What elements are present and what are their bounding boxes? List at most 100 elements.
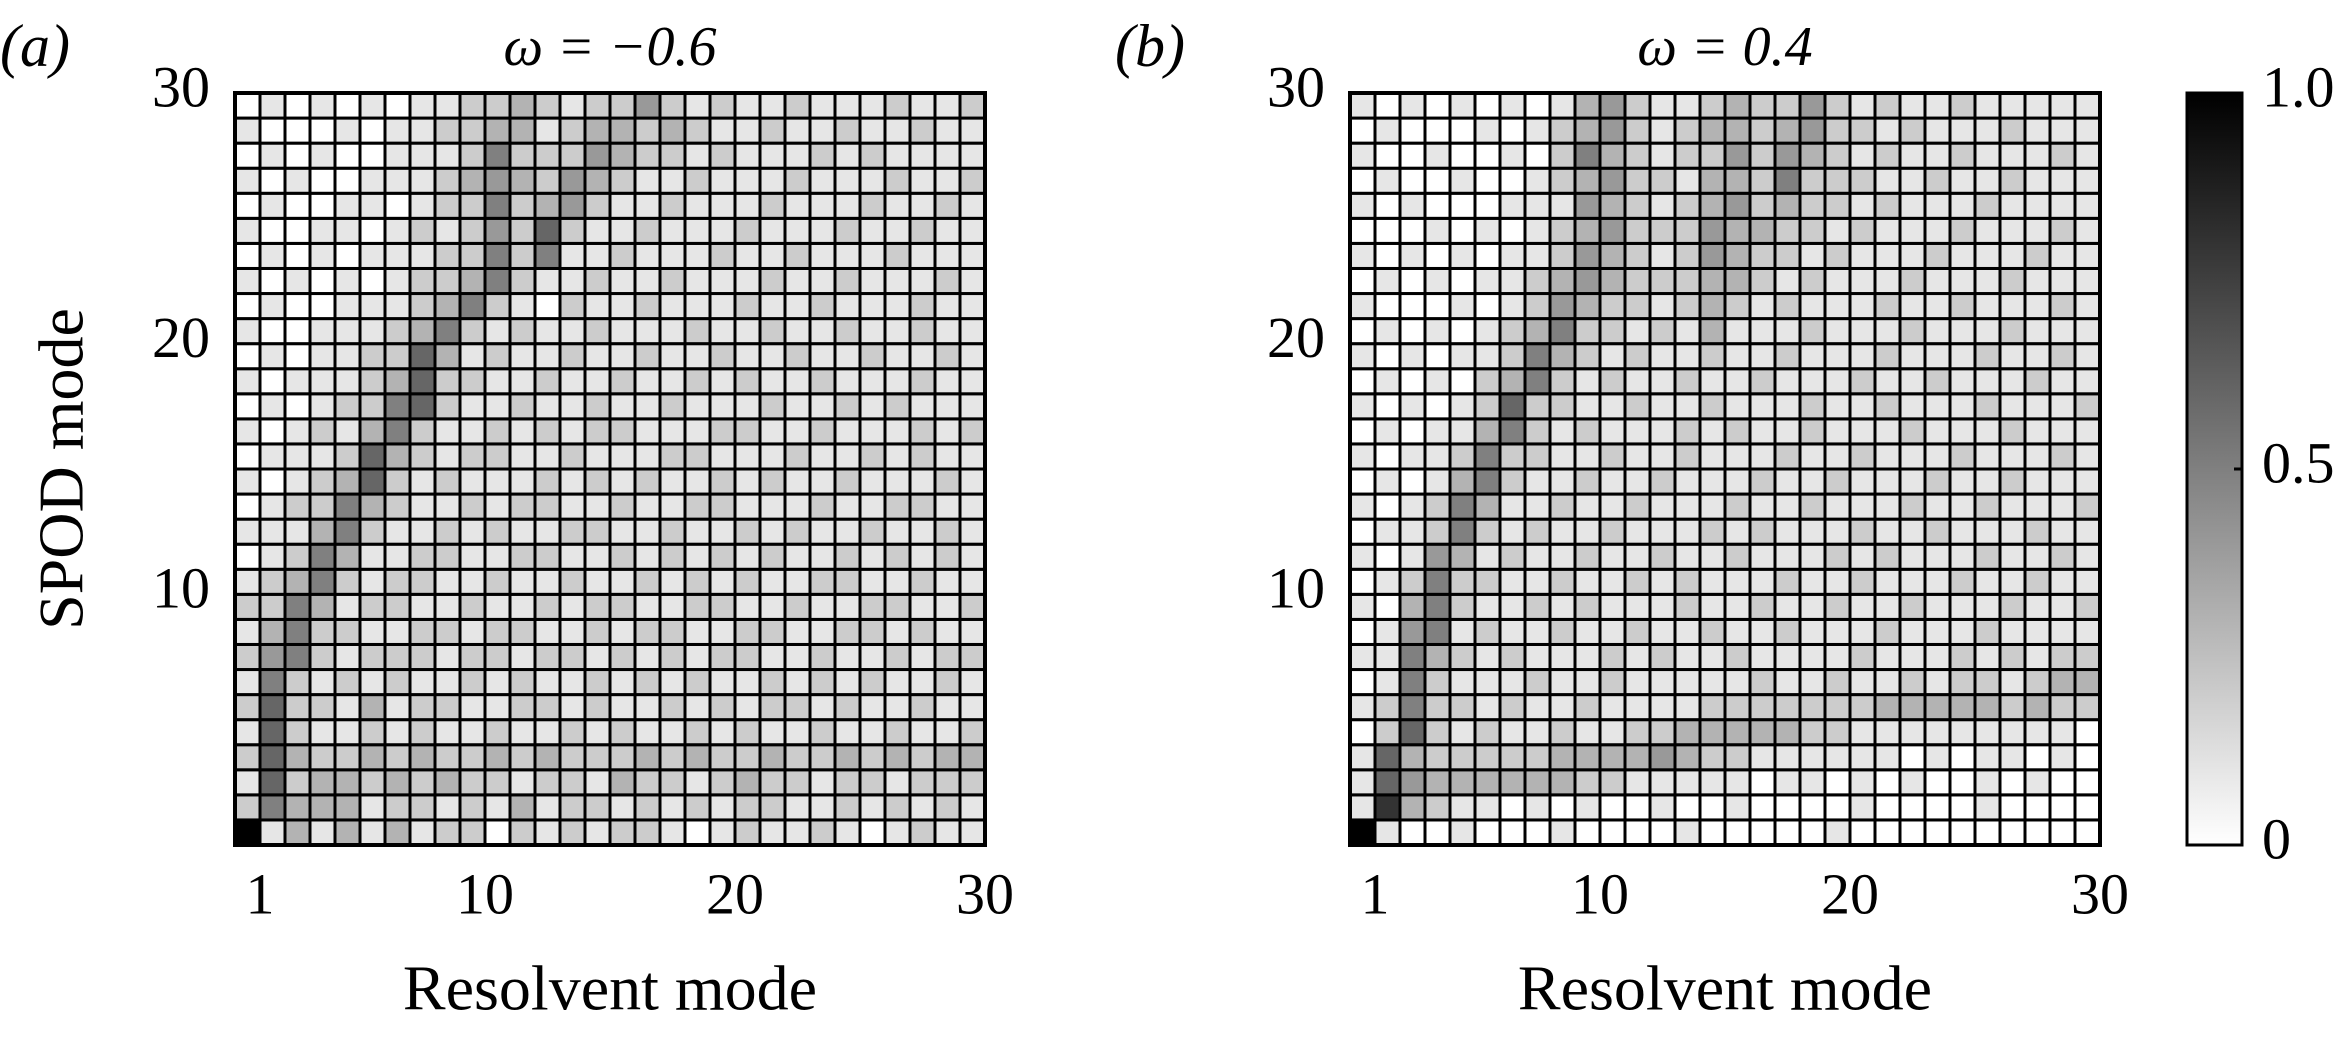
heatmap-cell xyxy=(808,91,837,120)
heatmap-cell xyxy=(258,492,287,521)
heatmap-cell xyxy=(1548,191,1577,220)
heatmap-cell xyxy=(533,241,562,270)
heatmap-cell xyxy=(233,191,262,220)
heatmap-cell xyxy=(1423,292,1452,321)
heatmap-cell xyxy=(1848,517,1877,546)
heatmap-cell xyxy=(508,292,537,321)
heatmap-cell xyxy=(508,592,537,621)
heatmap-cell xyxy=(1623,592,1652,621)
heatmap-cell xyxy=(458,542,487,571)
heatmap-cell xyxy=(1423,517,1452,546)
heatmap-cell xyxy=(1423,492,1452,521)
heatmap-cell xyxy=(1573,216,1602,245)
heatmap-cell xyxy=(1548,116,1577,145)
heatmap-cell xyxy=(608,693,637,722)
heatmap-cell xyxy=(733,693,762,722)
heatmap-cell xyxy=(458,367,487,396)
heatmap-cell xyxy=(1698,718,1727,747)
heatmap-cell xyxy=(508,768,537,797)
heatmap-cell xyxy=(1648,793,1677,822)
heatmap-cell xyxy=(1598,191,1627,220)
heatmap-cell xyxy=(2073,216,2102,245)
heatmap-cell xyxy=(1398,592,1427,621)
heatmap-cell xyxy=(958,492,987,521)
heatmap-cell xyxy=(433,592,462,621)
heatmap-cell xyxy=(608,116,637,145)
heatmap-cell xyxy=(1573,718,1602,747)
heatmap-cell xyxy=(1823,91,1852,120)
heatmap-cell xyxy=(608,617,637,646)
heatmap-cell xyxy=(408,793,437,822)
heatmap-cell xyxy=(1973,191,2002,220)
heatmap-cell xyxy=(908,442,937,471)
heatmap-cell xyxy=(233,517,262,546)
heatmap-cell xyxy=(808,417,837,446)
heatmap-cell xyxy=(1348,743,1377,772)
heatmap-cell xyxy=(1473,818,1502,847)
heatmap-cell xyxy=(633,342,662,371)
heatmap-cell xyxy=(833,718,862,747)
heatmap-cell xyxy=(1648,191,1677,220)
heatmap-cell xyxy=(358,467,387,496)
heatmap-cell xyxy=(1598,617,1627,646)
heatmap-cell xyxy=(1798,141,1827,170)
heatmap-cell xyxy=(1873,91,1902,120)
heatmap-cell xyxy=(633,768,662,797)
heatmap-cell xyxy=(883,743,912,772)
heatmap-cell xyxy=(233,417,262,446)
heatmap-cell xyxy=(283,668,312,697)
heatmap-cell xyxy=(583,592,612,621)
heatmap-cell xyxy=(408,166,437,195)
heatmap-cell xyxy=(908,191,937,220)
heatmap-cell xyxy=(1873,367,1902,396)
heatmap-cell xyxy=(1723,442,1752,471)
heatmap-cell xyxy=(758,467,787,496)
heatmap-cell xyxy=(1748,467,1777,496)
heatmap-cell xyxy=(1548,693,1577,722)
heatmap-cell xyxy=(1773,693,1802,722)
heatmap-cell xyxy=(1473,617,1502,646)
heatmap-cell xyxy=(1398,567,1427,596)
heatmap-cell xyxy=(1748,191,1777,220)
heatmap-cell xyxy=(1348,191,1377,220)
heatmap-cell xyxy=(308,517,337,546)
heatmap-cell xyxy=(1548,567,1577,596)
heatmap-cell xyxy=(1498,467,1527,496)
heatmap-cell xyxy=(1698,91,1727,120)
heatmap-cell xyxy=(633,241,662,270)
heatmap-cell xyxy=(933,743,962,772)
heatmap-cell xyxy=(733,818,762,847)
heatmap-cell xyxy=(1598,392,1627,421)
heatmap-cell xyxy=(1373,517,1402,546)
heatmap-cell xyxy=(308,793,337,822)
heatmap-cell xyxy=(633,542,662,571)
heatmap-cell xyxy=(608,266,637,296)
heatmap-cell xyxy=(433,317,462,346)
heatmap-cell xyxy=(1948,492,1977,521)
heatmap-cell xyxy=(1648,392,1677,421)
heatmap-cell xyxy=(1973,592,2002,621)
heatmap-cell xyxy=(433,266,462,296)
heatmap-cell xyxy=(708,592,737,621)
heatmap-cell xyxy=(758,743,787,772)
heatmap-cell xyxy=(383,818,412,847)
heatmap-cell xyxy=(333,141,362,170)
heatmap-cell xyxy=(808,743,837,772)
heatmap-cell xyxy=(1848,793,1877,822)
heatmap-cell xyxy=(2048,668,2077,697)
heatmap-cell xyxy=(1498,266,1527,296)
heatmap-cell xyxy=(1673,317,1702,346)
heatmap-cell xyxy=(408,116,437,145)
heatmap-cell xyxy=(1673,718,1702,747)
heatmap-cell xyxy=(883,166,912,195)
heatmap-cell xyxy=(1773,141,1802,170)
heatmap-cell xyxy=(1373,91,1402,120)
heatmap-cell xyxy=(1748,642,1777,672)
heatmap-cell xyxy=(1598,241,1627,270)
heatmap-cell xyxy=(1398,392,1427,421)
heatmap-cell xyxy=(1798,818,1827,847)
heatmap-cell xyxy=(1823,116,1852,145)
heatmap-cell xyxy=(483,392,512,421)
heatmap-cell xyxy=(283,592,312,621)
heatmap-cell xyxy=(1348,818,1377,847)
